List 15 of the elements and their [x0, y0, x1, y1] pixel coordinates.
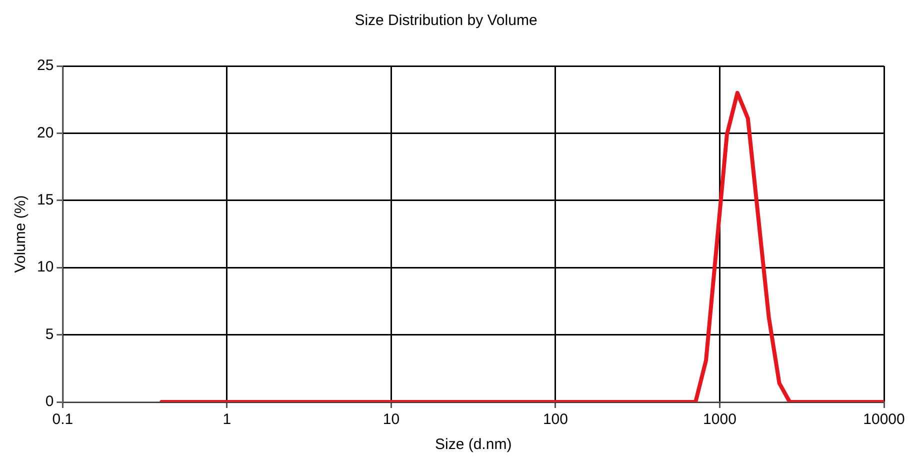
y-tick-label: 0	[45, 393, 54, 410]
x-tick-label: 100	[542, 411, 568, 428]
y-tick-label: 25	[36, 57, 54, 74]
x-tick-label: 1	[222, 411, 232, 428]
x-tick-label: 1000	[703, 411, 736, 428]
x-axis-title: Size (d.nm)	[435, 436, 512, 454]
y-tick-label: 20	[36, 124, 54, 142]
chart-title: Size Distribution by Volume	[354, 12, 538, 30]
y-tick-label: 5	[45, 326, 54, 343]
y-tick-label: 15	[36, 192, 54, 209]
x-tick-label: 10	[382, 411, 400, 428]
x-tick-label: 10000	[863, 411, 905, 428]
y-axis-title: Volume (%)	[12, 195, 30, 273]
x-tick-label: 0.1	[52, 411, 74, 428]
y-tick-label: 10	[36, 258, 54, 276]
